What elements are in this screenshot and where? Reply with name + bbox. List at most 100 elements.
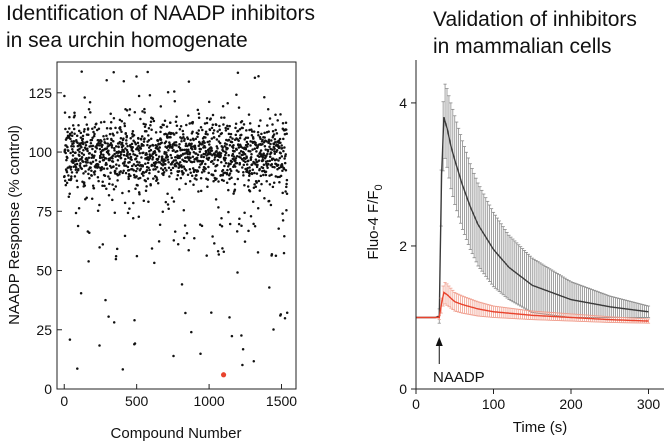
scatter-point: [85, 140, 89, 144]
scatter-point: [253, 224, 257, 228]
scatter-point: [126, 144, 129, 148]
scatter-point: [114, 257, 118, 261]
scatter-point: [122, 153, 126, 157]
scatter-point: [131, 132, 134, 136]
scatter-point: [238, 217, 241, 220]
scatter-point: [81, 142, 85, 146]
scatter-point: [112, 134, 115, 137]
scatter-point: [207, 149, 210, 153]
scatter-point: [119, 128, 122, 131]
scatter-point: [73, 114, 76, 117]
scatter-point: [176, 243, 180, 246]
scatter-point: [218, 141, 222, 145]
scatter-point: [239, 149, 243, 153]
scatter-point: [222, 123, 225, 126]
scatter-point: [215, 145, 219, 148]
scatter-point: [146, 143, 149, 147]
scatter-point: [234, 159, 237, 163]
scatter-point: [237, 139, 240, 142]
scatter-point: [210, 146, 213, 150]
scatter-point: [89, 144, 93, 148]
scatter-point: [106, 167, 109, 170]
scatter-point: [192, 150, 196, 154]
scatter-point: [211, 131, 215, 135]
scatter-point: [68, 192, 71, 195]
scatter-point: [198, 166, 201, 169]
scatter-point: [142, 122, 145, 126]
scatter-point: [282, 251, 286, 255]
scatter-point: [202, 155, 206, 159]
scatter-point: [263, 145, 267, 148]
scatter-point: [130, 164, 134, 168]
scatter-point: [284, 169, 288, 172]
scatter-point: [166, 155, 169, 158]
scatter-point: [153, 151, 157, 154]
scatter-point: [135, 175, 138, 178]
scatter-point: [244, 160, 247, 164]
scatter-point: [250, 152, 253, 156]
scatter-point: [196, 169, 200, 173]
scatter-point: [280, 147, 284, 150]
scatter-point: [108, 177, 111, 180]
scatter-point: [263, 136, 266, 139]
scatter-point: [188, 179, 192, 183]
scatter-point: [113, 146, 116, 150]
scatter-point: [91, 184, 95, 188]
scatter-point: [117, 164, 121, 167]
scatter-point: [118, 118, 122, 122]
scatter-point: [135, 254, 139, 258]
scatter-x-tick-label: 1000: [194, 393, 225, 409]
scatter-point: [124, 157, 127, 161]
scatter-point: [147, 134, 150, 137]
scatter-point: [277, 139, 281, 143]
scatter-point: [95, 122, 98, 126]
scatter-point: [228, 143, 232, 147]
scatter-point: [177, 170, 181, 173]
scatter-point: [174, 155, 177, 159]
scatter-point: [240, 224, 243, 228]
scatter-point: [208, 128, 212, 132]
scatter-point: [147, 126, 151, 130]
scatter-point: [102, 167, 106, 170]
scatter-point: [129, 174, 132, 178]
scatter-point: [175, 149, 179, 153]
scatter-point: [266, 150, 270, 153]
scatter-point: [170, 196, 174, 199]
scatter-point: [253, 171, 256, 175]
scatter-point: [69, 134, 72, 137]
scatter-point: [88, 177, 91, 180]
scatter-point: [180, 283, 184, 286]
scatter-point: [205, 151, 208, 154]
scatter-point: [221, 174, 225, 177]
scatter-x-tick-label: 500: [125, 393, 149, 409]
scatter-point: [267, 138, 271, 141]
scatter-point: [255, 150, 258, 153]
scatter-point: [272, 157, 275, 161]
scatter-point: [231, 137, 234, 140]
scatter-point: [272, 181, 276, 185]
scatter-point: [183, 152, 187, 155]
scatter-point: [178, 146, 182, 150]
scatter-point: [259, 137, 262, 141]
scatter-point: [146, 70, 149, 74]
scatter-point: [171, 166, 175, 170]
scatter-point: [230, 160, 234, 164]
scatter-point: [160, 126, 163, 129]
scatter-point: [85, 164, 88, 167]
scatter-point: [276, 119, 279, 122]
scatter-point: [148, 93, 152, 97]
scatter-point: [283, 157, 286, 160]
scatter-point: [78, 164, 82, 167]
scatter-point: [256, 251, 260, 254]
scatter-point: [185, 160, 188, 163]
timecourse-series: [416, 83, 651, 324]
scatter-point: [241, 363, 244, 367]
scatter-point: [66, 145, 69, 149]
scatter-point: [213, 156, 217, 159]
scatter-point: [265, 180, 268, 183]
scatter-point: [65, 170, 69, 174]
scatter-point: [150, 128, 153, 132]
scatter-point: [269, 151, 273, 155]
scatter-point: [172, 354, 175, 358]
scatter-point: [112, 188, 116, 191]
